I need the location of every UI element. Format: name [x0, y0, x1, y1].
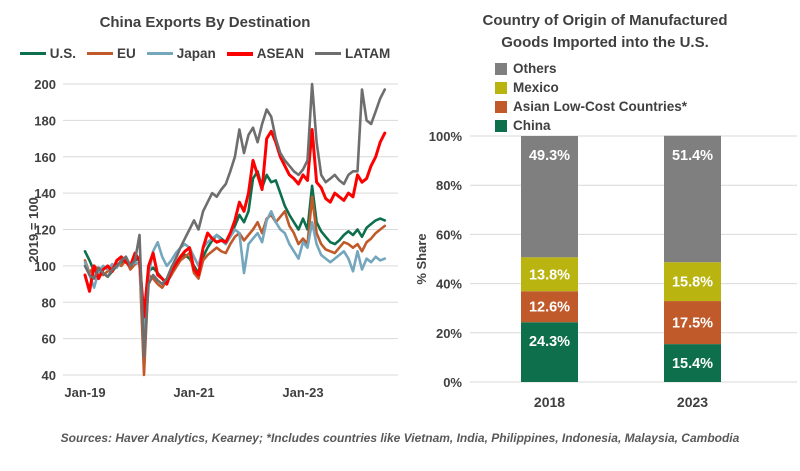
exports-chart-panel: China Exports By Destination U.S. EU Japan… — [0, 0, 410, 430]
legend-item-eu: EU — [86, 46, 136, 61]
exports-legend: U.S. EU Japan ASEAN LATAM — [0, 46, 410, 61]
bar-segment-label: 49.3% — [529, 148, 570, 164]
legend-swatch — [495, 119, 507, 132]
bar-segment-label: 51.4% — [672, 148, 713, 164]
y-tick-label: 140 — [34, 186, 56, 201]
bar-segment-2018-mexico — [521, 257, 578, 292]
legend-swatch — [19, 52, 46, 55]
x-category-label: 2018 — [534, 394, 565, 410]
bar-segment-label: 13.8% — [529, 267, 570, 283]
legend-swatch — [146, 52, 173, 55]
legend-item-latam: LATAM — [315, 46, 390, 61]
legend-label: U.S. — [49, 46, 76, 61]
legend-swatch — [226, 51, 253, 56]
legend-label: LATAM — [345, 46, 391, 61]
series-line-japan — [83, 210, 387, 340]
bar-segment-2018-others — [521, 136, 578, 258]
legend-label: Others — [513, 61, 557, 76]
bar-segment-label: 15.8% — [672, 275, 713, 291]
y-axis-title: % Share — [414, 233, 429, 284]
legend-item-china: China — [495, 116, 687, 135]
bar-segment-label: 24.3% — [529, 334, 570, 350]
bar-segment-label: 15.4% — [672, 356, 713, 372]
legend-swatch — [495, 62, 507, 75]
bar-segment-2023-others — [664, 135, 721, 263]
y-axis-title: 2019 = 100 — [26, 197, 41, 262]
legend-label: Asian Low-Cost Countries* — [513, 99, 688, 114]
legend-item-japan: Japan — [146, 46, 216, 61]
y-tick-label: 60% — [436, 227, 462, 242]
legend-item-mexico: Mexico — [495, 78, 687, 97]
legend-swatch — [86, 52, 113, 55]
y-tick-label: 80 — [42, 295, 56, 310]
legend-item-asian-low-cost-countries: Asian Low-Cost Countries* — [495, 97, 687, 116]
exports-chart-title: China Exports By Destination — [99, 14, 311, 31]
y-tick-label: 40% — [436, 277, 462, 292]
y-tick-label: 120 — [34, 223, 56, 238]
series-line-latam — [83, 82, 387, 359]
bar-segment-2023-mexico — [664, 262, 721, 302]
legend-label: EU — [116, 46, 136, 61]
legend-item-us: U.S. — [19, 46, 76, 61]
bar-segment-2023-china — [664, 344, 721, 382]
legend-label: Mexico — [513, 80, 559, 95]
bar-segment-2018-china — [521, 322, 578, 382]
y-tick-label: 20% — [436, 326, 462, 341]
imports-chart-panel: Country of Origin of Manufactured Goods … — [410, 0, 800, 430]
y-tick-label: 80% — [436, 178, 462, 193]
x-category-label: 2023 — [677, 394, 708, 410]
exports-line-chart: 200 180 160 140 120 100 80 60 40 Jan-19 Jan-21 Jan-… — [26, 77, 398, 400]
y-tick-label: 40 — [42, 368, 56, 383]
imports-chart-title-line2: Goods Imported into the U.S. — [501, 34, 709, 51]
legend-swatch — [315, 52, 342, 55]
source-note: Sources: Haver Analytics, Kearney; *Incl… — [60, 431, 740, 445]
y-tick-label: 100% — [429, 129, 463, 144]
legend-swatch — [495, 100, 507, 113]
legend-label: Japan — [176, 46, 216, 61]
x-tick-label: Jan-21 — [173, 385, 214, 400]
legend-item-asean: ASEAN — [226, 46, 305, 61]
bar-segment-2018-asianlowcostcountries — [521, 291, 578, 323]
x-tick-label: Jan-19 — [64, 385, 105, 400]
imports-chart-title: Country of Origin of Manufactured Goods … — [410, 10, 800, 54]
y-tick-label: 180 — [34, 113, 56, 128]
series-line-eu — [83, 195, 387, 377]
legend-swatch — [495, 81, 507, 94]
imports-stacked-bar-chart: 0% 20% 40% 60% 80% 100% % Share 24.3% 12.6% 13.8%… — [414, 129, 797, 410]
y-tick-label: 60 — [42, 332, 56, 347]
legend-item-others: Others — [495, 59, 687, 78]
bar-segment-2023-asianlowcostcountries — [664, 301, 721, 345]
y-tick-label: 160 — [34, 150, 56, 165]
bar-segment-label: 12.6% — [529, 300, 570, 316]
x-tick-label: Jan-23 — [282, 385, 323, 400]
legend-label: China — [513, 118, 551, 133]
y-tick-label: 0% — [443, 375, 462, 390]
imports-legend: Others Mexico Asian Low-Cost Countries* Chi… — [495, 59, 687, 135]
y-tick-label: 200 — [34, 77, 56, 92]
bar-segment-label: 17.5% — [672, 316, 713, 332]
y-tick-label: 100 — [34, 259, 56, 274]
legend-label: ASEAN — [256, 46, 305, 61]
imports-chart-title-line1: Country of Origin of Manufactured — [482, 12, 728, 29]
